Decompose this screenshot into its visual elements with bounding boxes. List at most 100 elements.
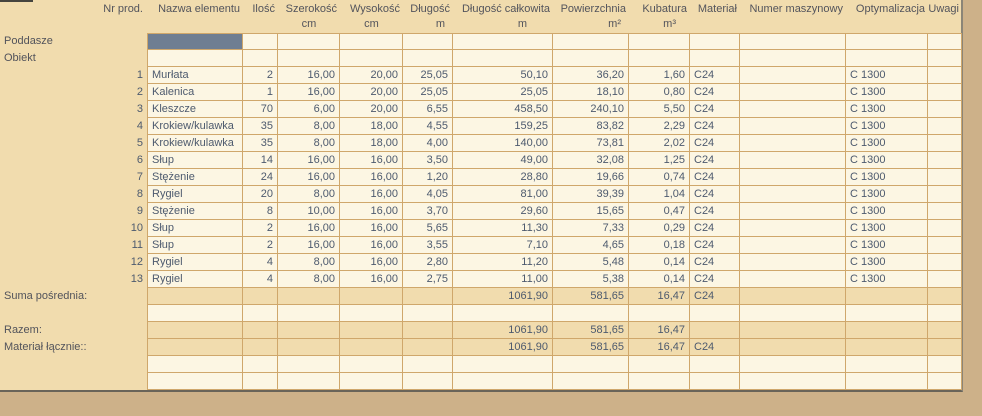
cell-ilosc[interactable]: 14: [243, 152, 278, 169]
cell-numer-maszynowy[interactable]: [740, 339, 846, 356]
cell-kubatura[interactable]: [629, 33, 690, 50]
cell-ilosc[interactable]: 1: [243, 84, 278, 101]
cell-dlugosc[interactable]: 3,50: [403, 152, 453, 169]
cell-powierzchnia[interactable]: 83,82: [553, 118, 629, 135]
cell-nazwa-elementu[interactable]: Kalenica: [148, 84, 243, 101]
cell-wysokosc[interactable]: [340, 288, 403, 305]
cell-uwagi[interactable]: [928, 50, 962, 67]
cell-kubatura[interactable]: 2,02: [629, 135, 690, 152]
cell-powierzchnia[interactable]: 19,66: [553, 169, 629, 186]
cell-nazwa-elementu[interactable]: [148, 305, 243, 322]
cell-ilosc[interactable]: [243, 33, 278, 50]
cell-wysokosc[interactable]: [340, 305, 403, 322]
cell-optymalizacja[interactable]: [846, 356, 928, 373]
cell-numer-maszynowy[interactable]: [740, 254, 846, 271]
cell-dlugosc-calkowita[interactable]: 159,25: [453, 118, 553, 135]
cell-material[interactable]: C24: [690, 186, 740, 203]
cell-material[interactable]: C24: [690, 67, 740, 84]
cell-dlugosc-calkowita[interactable]: 29,60: [453, 203, 553, 220]
cell-szerokosc[interactable]: 10,00: [278, 203, 340, 220]
cell-kubatura[interactable]: 1,04: [629, 186, 690, 203]
cell-powierzchnia[interactable]: 18,10: [553, 84, 629, 101]
cell-optymalizacja[interactable]: C 1300: [846, 254, 928, 271]
cell-optymalizacja[interactable]: C 1300: [846, 237, 928, 254]
cell-dlugosc[interactable]: [403, 373, 453, 390]
cell-dlugosc-calkowita[interactable]: [453, 50, 553, 67]
cell-kubatura[interactable]: 0,47: [629, 203, 690, 220]
cell-uwagi[interactable]: [928, 203, 962, 220]
cell-dlugosc-calkowita[interactable]: 458,50: [453, 101, 553, 118]
cell-uwagi[interactable]: [928, 288, 962, 305]
cell-szerokosc[interactable]: 8,00: [278, 118, 340, 135]
cell-material[interactable]: C24: [690, 84, 740, 101]
cell-optymalizacja[interactable]: [846, 50, 928, 67]
cell-optymalizacja[interactable]: C 1300: [846, 67, 928, 84]
cell-dlugosc[interactable]: 4,55: [403, 118, 453, 135]
cell-powierzchnia[interactable]: [553, 50, 629, 67]
cell-material[interactable]: C24: [690, 254, 740, 271]
cell-szerokosc[interactable]: [278, 322, 340, 339]
cell-dlugosc-calkowita[interactable]: 50,10: [453, 67, 553, 84]
cell-ilosc[interactable]: 4: [243, 271, 278, 288]
cell-szerokosc[interactable]: 16,00: [278, 237, 340, 254]
cell-nazwa-elementu[interactable]: [148, 322, 243, 339]
cell-szerokosc[interactable]: 16,00: [278, 84, 340, 101]
cell-optymalizacja[interactable]: C 1300: [846, 203, 928, 220]
cell-dlugosc-calkowita[interactable]: [453, 356, 553, 373]
cell-szerokosc[interactable]: [278, 305, 340, 322]
cell-numer-maszynowy[interactable]: [740, 271, 846, 288]
cell-nazwa-elementu[interactable]: [148, 356, 243, 373]
cell-uwagi[interactable]: [928, 305, 962, 322]
cell-szerokosc[interactable]: [278, 50, 340, 67]
cell-uwagi[interactable]: [928, 373, 962, 390]
cell-wysokosc[interactable]: [340, 322, 403, 339]
cell-numer-maszynowy[interactable]: [740, 67, 846, 84]
cell-numer-maszynowy[interactable]: [740, 169, 846, 186]
cell-dlugosc[interactable]: 3,70: [403, 203, 453, 220]
cell-numer-maszynowy[interactable]: [740, 135, 846, 152]
cell-nazwa-elementu[interactable]: Rygiel: [148, 271, 243, 288]
cell-numer-maszynowy[interactable]: [740, 33, 846, 50]
cell-dlugosc[interactable]: [403, 322, 453, 339]
cell-kubatura[interactable]: 0,14: [629, 254, 690, 271]
cell-dlugosc-calkowita[interactable]: 28,80: [453, 169, 553, 186]
cell-nazwa-elementu[interactable]: [148, 339, 243, 356]
cell-numer-maszynowy[interactable]: [740, 152, 846, 169]
cell-nazwa-elementu[interactable]: Stężenie: [148, 203, 243, 220]
cell-dlugosc-calkowita[interactable]: 81,00: [453, 186, 553, 203]
cell-wysokosc[interactable]: 18,00: [340, 135, 403, 152]
cell-kubatura[interactable]: [629, 373, 690, 390]
cell-numer-maszynowy[interactable]: [740, 101, 846, 118]
cell-dlugosc[interactable]: [403, 33, 453, 50]
cell-ilosc[interactable]: 24: [243, 169, 278, 186]
cell-szerokosc[interactable]: 16,00: [278, 220, 340, 237]
cell-uwagi[interactable]: [928, 67, 962, 84]
cell-powierzchnia[interactable]: [553, 373, 629, 390]
cell-numer-maszynowy[interactable]: [740, 305, 846, 322]
cell-dlugosc[interactable]: 4,05: [403, 186, 453, 203]
cell-numer-maszynowy[interactable]: [740, 322, 846, 339]
cell-uwagi[interactable]: [928, 84, 962, 101]
cell-ilosc[interactable]: [243, 305, 278, 322]
cell-ilosc[interactable]: [243, 288, 278, 305]
cell-uwagi[interactable]: [928, 237, 962, 254]
cell-ilosc[interactable]: 8: [243, 203, 278, 220]
cell-ilosc[interactable]: 35: [243, 118, 278, 135]
cell-powierzchnia[interactable]: [553, 33, 629, 50]
cell-powierzchnia[interactable]: 581,65: [553, 339, 629, 356]
cell-material[interactable]: C24: [690, 288, 740, 305]
cell-ilosc[interactable]: [243, 322, 278, 339]
cell-nazwa-elementu[interactable]: Kleszcze: [148, 101, 243, 118]
cell-uwagi[interactable]: [928, 169, 962, 186]
cell-szerokosc[interactable]: [278, 33, 340, 50]
cell-wysokosc[interactable]: 20,00: [340, 101, 403, 118]
cell-optymalizacja[interactable]: C 1300: [846, 220, 928, 237]
cell-powierzchnia[interactable]: [553, 305, 629, 322]
cell-uwagi[interactable]: [928, 118, 962, 135]
cell-numer-maszynowy[interactable]: [740, 203, 846, 220]
cell-uwagi[interactable]: [928, 33, 962, 50]
cell-material[interactable]: C24: [690, 118, 740, 135]
cell-numer-maszynowy[interactable]: [740, 50, 846, 67]
cell-kubatura[interactable]: 16,47: [629, 288, 690, 305]
cell-nazwa-elementu[interactable]: Murłata: [148, 67, 243, 84]
